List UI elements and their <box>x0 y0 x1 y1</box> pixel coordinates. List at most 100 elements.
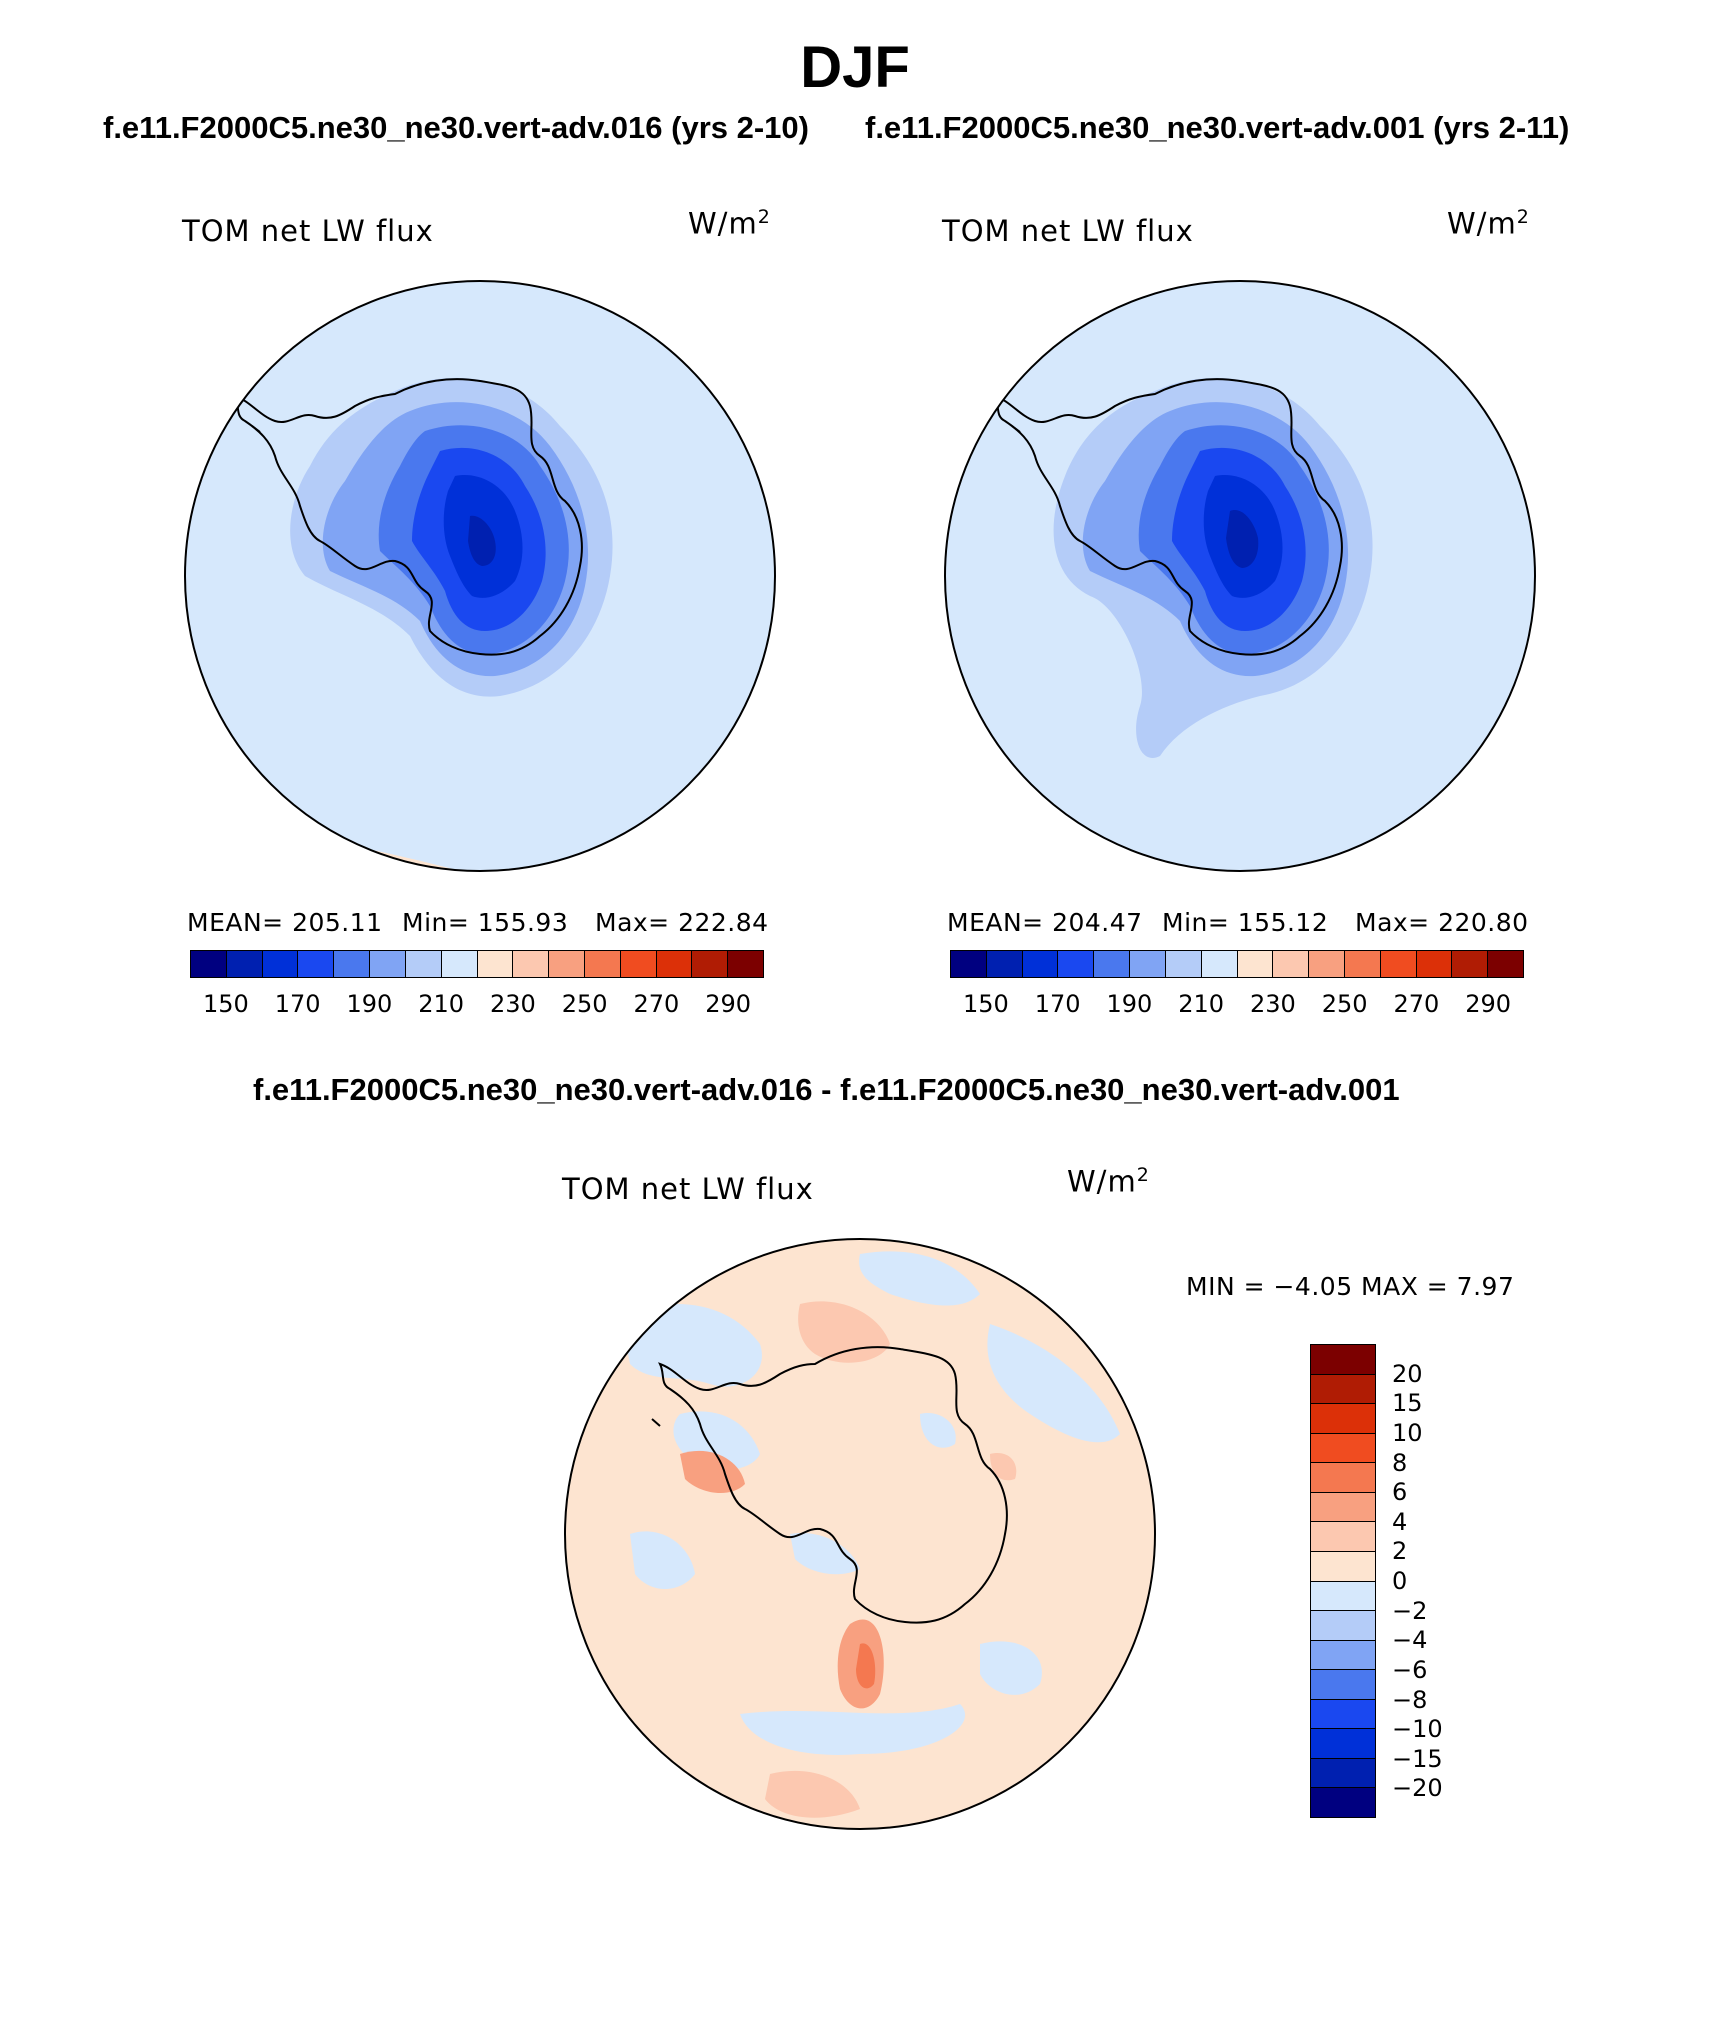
diff-colorbar-swatch <box>1311 1551 1375 1582</box>
panel1-colorbar-tick-label: 190 <box>346 990 393 1018</box>
panel1-colorbar-swatch <box>298 951 335 977</box>
panel2-colorbar-tick-label: 190 <box>1106 990 1153 1018</box>
panel2-colorbar-tick-label: 270 <box>1393 990 1440 1018</box>
diff-colorbar-swatch <box>1311 1463 1375 1493</box>
diff-colorbar-swatch <box>1311 1374 1375 1405</box>
diff-colorbar-swatch <box>1311 1433 1375 1464</box>
diff-polar-map <box>564 1238 1156 1830</box>
diff-colorbar-swatch <box>1311 1581 1375 1612</box>
panel1-colorbar-tick-label: 270 <box>633 990 680 1018</box>
panel1-colorbar-swatch <box>584 951 621 977</box>
panel1-colorbar-tick-label: 210 <box>418 990 465 1018</box>
panel1-max: Max= 222.84 <box>595 908 769 937</box>
diff-colorbar-tick-label: 2 <box>1392 1537 1408 1566</box>
panel1-colorbar-swatch <box>370 951 406 977</box>
panel1-colorbar-swatch <box>405 951 442 977</box>
panel1-colorbar-swatch <box>656 951 693 977</box>
diff-colorbar-swatch <box>1311 1345 1375 1375</box>
diff-colorbar-swatch <box>1311 1611 1375 1641</box>
diff-colorbar-swatch <box>1311 1788 1375 1817</box>
diff-colorbar-swatch <box>1311 1758 1375 1789</box>
diff-negative-region-3 <box>987 1324 1120 1443</box>
panel1-case-title: f.e11.F2000C5.ne30_ne30.vert-adv.016 (yr… <box>103 110 809 145</box>
panel1-colorbar-swatch <box>262 951 299 977</box>
panel1-colorbar-swatch <box>441 951 478 977</box>
panel1-min: Min= 155.93 <box>402 908 569 937</box>
panel2-colorbar-swatch <box>1416 951 1453 977</box>
diff-negative-region-2 <box>859 1251 980 1306</box>
panel1-colorbar <box>190 950 764 978</box>
panel1-mean: MEAN= 205.11 <box>187 908 383 937</box>
diff-colorbar-tick-label: 8 <box>1392 1448 1408 1477</box>
diff-units-label: W/m2 <box>1067 1164 1150 1199</box>
panel1-variable-label: TOM net LW flux <box>182 214 434 248</box>
panel2-coastline <box>993 378 1343 656</box>
panel1-colorbar-tick-label: 150 <box>202 990 249 1018</box>
panel1-colorbar-tick-label: 250 <box>561 990 608 1018</box>
panel2-min: Min= 155.12 <box>1162 908 1329 937</box>
panel1-colorbar-swatch <box>692 951 729 977</box>
panel2-case-title: f.e11.F2000C5.ne30_ne30.vert-adv.001 (yr… <box>865 110 1570 145</box>
diff-negative-region-6 <box>740 1704 966 1755</box>
panel1-colorbar-swatch <box>191 951 227 977</box>
panel1-colorbar-swatch <box>477 951 514 977</box>
diff-colorbar-tick-label: −15 <box>1392 1744 1443 1773</box>
panel2-colorbar-tick-label: 230 <box>1249 990 1296 1018</box>
diff-coastline <box>658 1346 1008 1624</box>
panel2-polar-map <box>944 280 1536 872</box>
panel2-mean: MEAN= 204.47 <box>947 908 1143 937</box>
panel2-colorbar-swatch <box>951 951 987 977</box>
panel1-colorbar-tick-label: 290 <box>705 990 752 1018</box>
panel1-coastline <box>233 378 583 656</box>
panel1-colorbar-swatch <box>226 951 263 977</box>
diff-negative-region-7 <box>980 1641 1042 1695</box>
panel2-colorbar-swatch <box>1273 951 1310 977</box>
panel2-colorbar-swatch <box>1201 951 1238 977</box>
diff-negative-region-5 <box>630 1531 695 1589</box>
diff-colorbar-swatch <box>1311 1640 1375 1671</box>
diff-colorbar-tick-label: 0 <box>1392 1567 1408 1595</box>
panel2-variable-label: TOM net LW flux <box>942 214 1194 248</box>
panel2-colorbar-swatch <box>1488 951 1523 977</box>
panel2-colorbar-tick-label: 170 <box>1034 990 1081 1018</box>
diff-colorbar-swatch <box>1311 1729 1375 1759</box>
panel2-colorbar-swatch <box>1344 951 1381 977</box>
diff-colorbar <box>1310 1344 1376 1818</box>
diff-colorbar-tick-label: −20 <box>1392 1774 1443 1803</box>
diff-colorbar-swatch <box>1311 1492 1375 1523</box>
panel2-colorbar-swatch <box>1022 951 1059 977</box>
diff-colorbar-tick-label: −10 <box>1392 1715 1443 1744</box>
panel2-colorbar-swatch <box>1380 951 1417 977</box>
panel2-colorbar-tick-label: 150 <box>962 990 1009 1018</box>
panel2-colorbar-swatch <box>1094 951 1131 977</box>
diff-colorbar-tick-label: −4 <box>1392 1626 1428 1655</box>
panel2-colorbar-tick-label: 290 <box>1465 990 1512 1018</box>
panel2-colorbar-swatch <box>986 951 1023 977</box>
diff-colorbar-swatch <box>1311 1522 1375 1552</box>
diff-colorbar-tick-label: 10 <box>1392 1418 1423 1447</box>
diff-negative-region-9 <box>920 1413 956 1448</box>
diff-positive-region-4 <box>765 1770 860 1818</box>
diff-negative-region-10 <box>1060 1770 1120 1799</box>
panel1-units-label: W/m2 <box>688 206 771 241</box>
figure-title: DJF <box>800 35 910 100</box>
panel2-colorbar-swatch <box>1309 951 1345 977</box>
diff-colorbar-tick-label: −6 <box>1392 1655 1428 1684</box>
panel2-colorbar-swatch <box>1165 951 1202 977</box>
panel1-colorbar-swatch <box>549 951 585 977</box>
panel2-units-label: W/m2 <box>1447 206 1530 241</box>
diff-colorbar-swatch <box>1311 1404 1375 1434</box>
panel2-colorbar-tick-label: 250 <box>1321 990 1368 1018</box>
panel1-antarctica-fill-6 <box>468 515 496 566</box>
panel1-colorbar-swatch <box>513 951 550 977</box>
panel2-colorbar-swatch <box>1058 951 1095 977</box>
diff-colorbar-tick-label: 15 <box>1392 1389 1423 1418</box>
diff-positive-region-5 <box>990 1453 1017 1481</box>
diff-title: f.e11.F2000C5.ne30_ne30.vert-adv.016 - f… <box>253 1072 1400 1107</box>
diff-colorbar-tick-label: 20 <box>1392 1359 1423 1388</box>
panel2-colorbar-swatch <box>1130 951 1166 977</box>
panel2-colorbar-swatch <box>1452 951 1489 977</box>
panel2-colorbar-swatch <box>1237 951 1274 977</box>
panel1-colorbar-tick-label: 170 <box>274 990 321 1018</box>
panel1-colorbar-tick-label: 230 <box>489 990 536 1018</box>
